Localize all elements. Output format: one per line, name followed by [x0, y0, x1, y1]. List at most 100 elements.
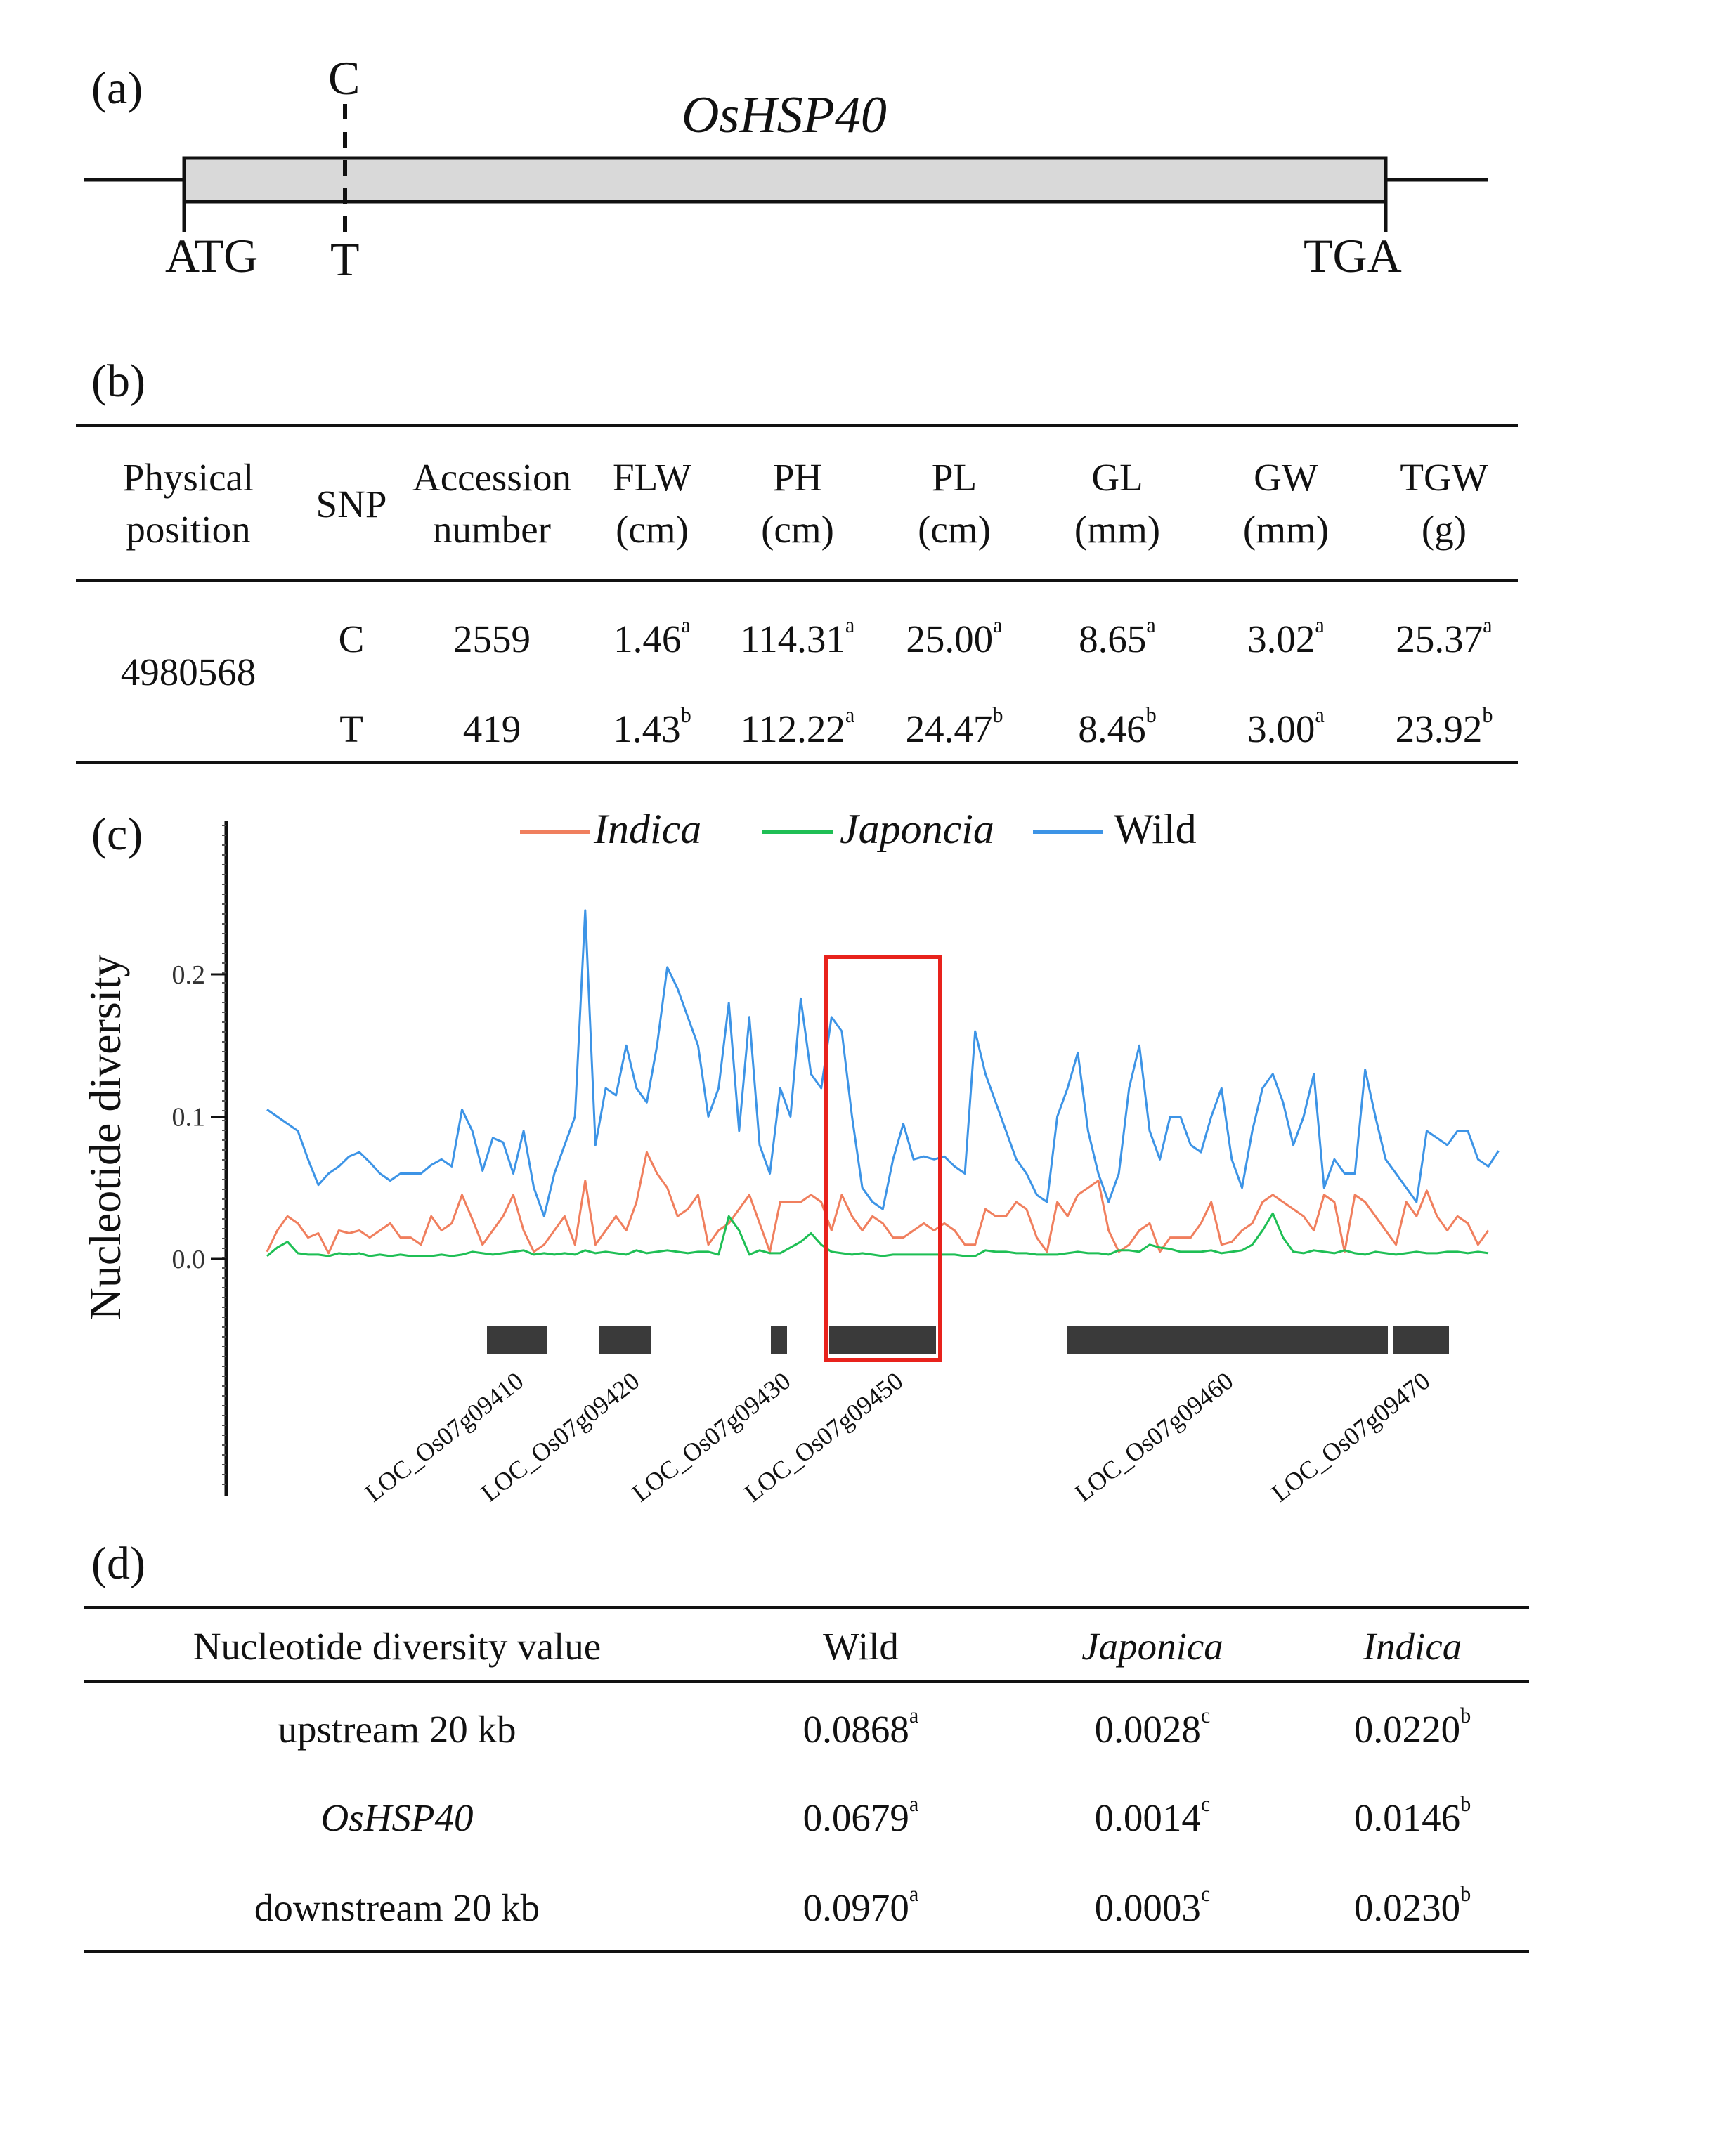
value-text: 0.0230 — [1353, 1886, 1461, 1929]
table-b-header-1: SNP — [316, 483, 387, 525]
significance-letter: a — [909, 1704, 919, 1728]
significance-letter: a — [1483, 613, 1493, 638]
gene-title: OsHSP40 — [682, 86, 887, 144]
accession-cell: 2559 — [453, 618, 531, 660]
significance-letter: c — [1200, 1704, 1211, 1728]
table-b-header-4-line2: (cm) — [761, 508, 834, 551]
diversity-value-cell: 0.0146b — [1286, 1792, 1539, 1840]
table-d-header-3: Indica — [1363, 1625, 1462, 1668]
gene-block — [771, 1326, 787, 1354]
gene-block — [829, 1326, 936, 1354]
y-tick-label: 0.2 — [172, 960, 206, 990]
table-b-header-2-line1: Accession — [412, 456, 572, 499]
diversity-row-name: upstream 20 kb — [278, 1708, 516, 1751]
significance-letter: b — [1460, 1704, 1471, 1728]
accession-cell: 419 — [462, 707, 521, 750]
significance-letter: a — [681, 613, 691, 638]
value-text: 23.92 — [1395, 707, 1483, 750]
panel-b-label: (b) — [91, 355, 145, 407]
table-b-header-8-line2: (g) — [1421, 508, 1467, 551]
start-codon-label: ATG — [165, 229, 259, 282]
significance-letter: b — [1482, 703, 1493, 728]
trait-value-cell: 24.47b — [849, 703, 1060, 751]
table-d-header-1: Wild — [823, 1625, 899, 1668]
panel-a-label: (a) — [91, 63, 143, 114]
table-d-rules — [84, 1606, 1529, 1953]
trait-value-cell: 25.37a — [1339, 613, 1549, 661]
legend-swatch-indica — [520, 830, 590, 834]
value-text: 0.0220 — [1353, 1708, 1461, 1751]
significance-letter: c — [1200, 1882, 1211, 1907]
legend-label-japoncia: Japoncia — [840, 806, 994, 852]
snp-allele-top: C — [328, 51, 360, 105]
y-tick-label: 0.1 — [172, 1103, 206, 1132]
legend-swatch-wild — [1033, 830, 1103, 834]
value-text: 112.22 — [740, 707, 845, 750]
diversity-row-name: OsHSP40 — [320, 1796, 474, 1839]
significance-letter: a — [1146, 613, 1156, 638]
significance-letter: a — [993, 613, 1003, 638]
trait-value-cell: 8.46b — [1012, 703, 1223, 751]
value-text: 3.00 — [1247, 707, 1315, 750]
trait-value-cell: 8.65a — [1012, 613, 1223, 661]
trait-value-cell: 3.00a — [1181, 703, 1391, 751]
significance-letter: b — [1460, 1882, 1471, 1907]
value-text: 114.31 — [740, 618, 845, 660]
significance-letter: a — [1315, 703, 1325, 728]
legend-label-wild: Wild — [1114, 806, 1197, 852]
gene-structure-diagram — [84, 104, 1488, 240]
value-text: 25.37 — [1396, 618, 1483, 660]
value-text: 0.0970 — [802, 1886, 909, 1929]
value-text: 1.43 — [613, 707, 681, 750]
table-b-header-8-line1: TGW — [1400, 456, 1488, 499]
significance-letter: a — [1315, 613, 1325, 638]
diversity-value-cell: 0.0970a — [734, 1882, 987, 1930]
diversity-value-cell: 0.0003c — [1026, 1882, 1279, 1930]
trait-value-cell: 25.00a — [849, 613, 1060, 661]
table-b-header-5-line2: (cm) — [918, 508, 991, 551]
table-b-header-0-line2: position — [126, 508, 251, 551]
series-line-indica — [266, 1151, 1490, 1255]
value-text: 1.46 — [613, 618, 682, 660]
gene-block — [1067, 1326, 1388, 1354]
value-text: 25.00 — [906, 618, 994, 660]
value-text: 0.0146 — [1353, 1796, 1461, 1839]
diversity-value-cell: 0.0679a — [734, 1792, 987, 1840]
panel-d-label: (d) — [91, 1538, 145, 1589]
series-line-japoncia — [266, 1212, 1489, 1257]
significance-letter: a — [845, 703, 855, 728]
physical-position-cell: 4980568 — [120, 651, 256, 693]
significance-letter: b — [1460, 1792, 1471, 1817]
significance-letter: a — [909, 1792, 919, 1817]
table-b-rules — [76, 424, 1518, 764]
trait-value-cell: 1.46a — [547, 613, 758, 661]
diversity-value-cell: 0.0028c — [1026, 1704, 1279, 1751]
trait-value-cell: 114.31a — [692, 613, 903, 661]
table-b-header-7-line2: (mm) — [1242, 508, 1330, 551]
trait-value-cell: 112.22a — [692, 703, 903, 751]
table-b-header-3-line2: (cm) — [616, 508, 689, 551]
snp-cell: C — [338, 618, 365, 660]
table-d-header-2: Japonica — [1081, 1625, 1223, 1668]
value-text: 8.46 — [1078, 707, 1146, 750]
diversity-value-cell: 0.0014c — [1026, 1792, 1279, 1840]
diversity-row-name: downstream 20 kb — [254, 1886, 540, 1929]
significance-letter: a — [845, 613, 855, 638]
value-text: 0.0868 — [802, 1708, 909, 1751]
table-b-header-6-line1: GL — [1091, 456, 1143, 499]
value-text: 0.0679 — [802, 1796, 909, 1839]
gene-block — [1393, 1326, 1449, 1354]
gene-block — [487, 1326, 547, 1354]
value-text: 0.0028 — [1094, 1708, 1201, 1751]
table-d-header-0: Nucleotide diversity value — [193, 1625, 602, 1668]
table-b-header-4-line1: PH — [772, 456, 823, 499]
series-line-wild — [266, 909, 1500, 1217]
diversity-value-cell: 0.0868a — [734, 1704, 987, 1751]
significance-letter: c — [1200, 1792, 1211, 1817]
trait-value-cell: 1.43b — [547, 703, 758, 751]
gene-block — [599, 1326, 651, 1354]
significance-letter: b — [680, 703, 691, 728]
value-text: 8.65 — [1079, 618, 1147, 660]
trait-value-cell: 23.92b — [1339, 703, 1549, 751]
snp-cell: T — [339, 707, 363, 750]
